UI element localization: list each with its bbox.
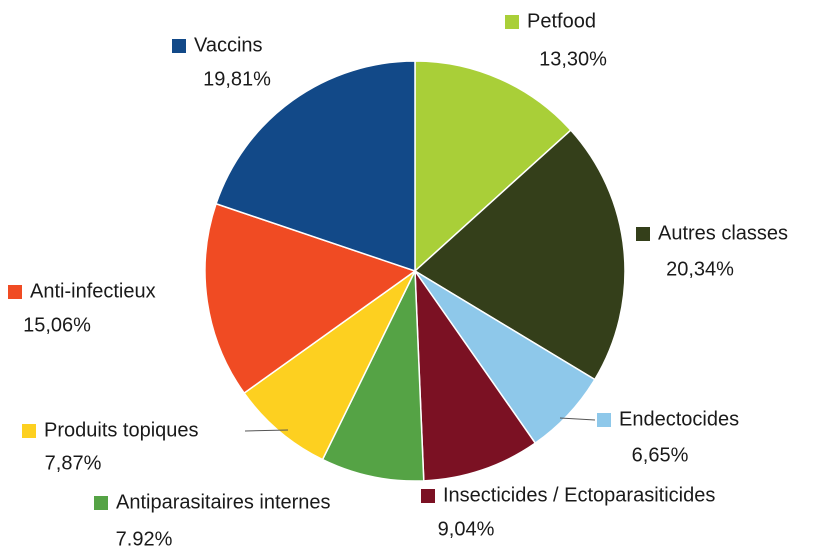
leader-line xyxy=(244,429,289,432)
slice-label: Petfood xyxy=(527,10,596,32)
slice-label: Produits topiques xyxy=(44,419,199,441)
value-label: 7,87% xyxy=(45,452,102,474)
legend-swatch xyxy=(94,496,108,510)
slice-label: Antiparasitaires internes xyxy=(116,491,331,513)
pie-slice xyxy=(413,129,626,381)
value-label: 13,30% xyxy=(539,48,607,70)
pie-slice xyxy=(414,268,537,482)
legend-swatch xyxy=(8,285,22,299)
value-label: 9,04% xyxy=(438,518,495,540)
legend-swatch xyxy=(421,489,435,503)
slice-label: Insecticides / Ectoparasiticides xyxy=(443,484,715,506)
legend-swatch xyxy=(172,39,186,53)
slice-label: Endectocides xyxy=(619,408,739,430)
pie-slice xyxy=(243,270,416,461)
legend-swatch xyxy=(505,15,519,29)
pie-slice xyxy=(414,60,572,273)
legend-swatch xyxy=(597,413,611,427)
value-label: 19,81% xyxy=(203,68,271,90)
slice-label: Autres classes xyxy=(658,222,788,244)
leader-line xyxy=(559,417,596,421)
pie-slice xyxy=(321,270,425,482)
pie-slice xyxy=(204,202,417,395)
slice-label: Anti-infectieux xyxy=(30,280,156,302)
value-label: 6,65% xyxy=(632,444,689,466)
pie-slice xyxy=(215,60,416,273)
value-label: 15,06% xyxy=(23,314,91,336)
legend-swatch xyxy=(22,424,36,438)
legend-swatch xyxy=(636,227,650,241)
slice-label: Vaccins xyxy=(194,34,263,56)
value-label: 7.92% xyxy=(116,528,173,546)
value-label: 20,34% xyxy=(666,258,734,280)
